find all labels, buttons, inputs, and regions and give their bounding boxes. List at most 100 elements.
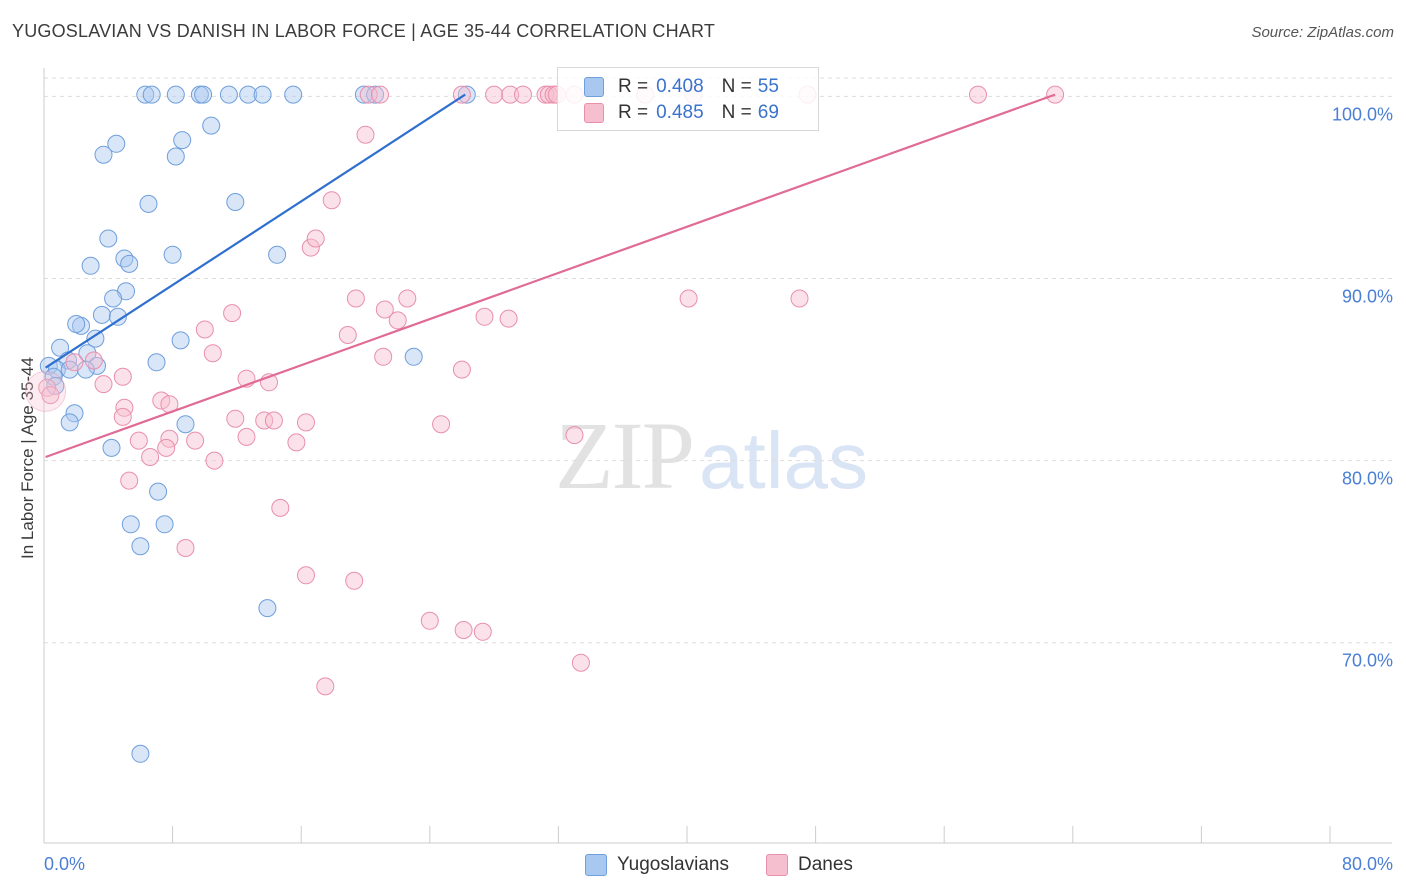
danish-point <box>141 448 160 466</box>
yugoslavian-point <box>202 116 221 135</box>
yugoslavian-point <box>94 145 113 164</box>
danish-point <box>473 622 492 641</box>
yugoslavian-point <box>366 85 385 104</box>
danish-point <box>41 386 60 405</box>
yugoslavian-point <box>60 413 79 432</box>
yugoslavian-point <box>147 353 166 372</box>
y-tick-label: 80.0% <box>1342 469 1393 489</box>
legend-row-danes: R = 0.485 N = 69 <box>584 101 779 125</box>
danish-point <box>679 289 698 308</box>
yugoslavian-point <box>86 329 105 348</box>
yugoslavian-point <box>166 85 185 104</box>
danish-point <box>203 344 222 363</box>
danish-point <box>205 451 224 470</box>
yugoslavian-point <box>88 356 106 375</box>
bottom-legend-swatch-pink <box>766 854 788 876</box>
chart-title: YUGOSLAVIAN VS DANISH IN LABOR FORCE | A… <box>12 21 716 41</box>
danish-point <box>176 539 195 557</box>
legend-swatch-blue <box>584 77 604 97</box>
legend-r-label: R = <box>618 76 649 97</box>
danish-point <box>452 360 471 379</box>
legend-r-label: R = <box>618 102 649 123</box>
danish-point <box>475 307 494 326</box>
yugoslavian-point <box>194 85 213 104</box>
legend-r-value: 0.408 <box>656 76 704 97</box>
danish-cluster-point <box>25 370 67 412</box>
danish-point <box>485 85 504 104</box>
danish-point <box>420 611 439 630</box>
yugoslavian-point <box>176 415 195 434</box>
danish-point <box>571 653 590 672</box>
yugoslavian-point <box>239 85 258 104</box>
danish-point <box>790 289 809 308</box>
legend-n-label: N = <box>721 102 752 123</box>
yugoslavian-point <box>92 305 111 324</box>
yugoslavian-point <box>102 438 121 457</box>
danish-point <box>454 621 473 639</box>
legend-n-label: N = <box>721 76 752 97</box>
y-tick-label: 70.0% <box>1342 651 1393 671</box>
yugoslavian-point <box>131 744 150 763</box>
danish-trend-line <box>45 93 1056 459</box>
danish-point <box>297 566 315 585</box>
yugoslavian-point <box>219 85 238 104</box>
danish-point <box>346 289 365 308</box>
legend-n-value: 69 <box>757 102 779 123</box>
y-tick-label: 100.0% <box>1332 104 1393 124</box>
legend-r-value: 0.485 <box>656 102 704 123</box>
yugoslavian-point <box>44 367 63 386</box>
bottom-legend-swatch-blue <box>585 854 607 876</box>
trend-layer <box>44 93 1056 459</box>
yugoslavian-point <box>51 338 70 357</box>
yugoslavian-point <box>163 245 182 264</box>
bottom-legend-label: Danes <box>798 854 853 875</box>
x-tick-label: 0.0% <box>44 854 85 874</box>
legend-n-value: 55 <box>757 76 779 97</box>
yugoslavian-point <box>404 347 423 366</box>
danish-point <box>969 85 987 104</box>
yugoslavian-point <box>253 85 272 104</box>
danish-point <box>226 409 245 428</box>
danish-point <box>94 375 113 394</box>
y-tick-label: 90.0% <box>1342 287 1393 307</box>
yugoslavian-point <box>120 254 139 273</box>
legend-row-yugoslavians: R = 0.408 N = 55 <box>584 75 779 99</box>
danish-point <box>356 125 375 144</box>
danish-point <box>237 427 256 446</box>
yugoslavian-point <box>142 85 161 104</box>
danish-point <box>371 85 389 104</box>
grid-layer <box>44 77 1392 644</box>
yugoslavian-point <box>121 515 140 534</box>
danish-point <box>113 367 132 386</box>
points-layer <box>25 85 1065 763</box>
danish-point <box>115 398 134 417</box>
danish-point <box>186 431 205 450</box>
x-tick-label: 80.0% <box>1342 854 1393 874</box>
yugoslavian-point <box>173 131 192 150</box>
yugoslavian-point <box>81 256 100 275</box>
yugoslavian-point <box>284 85 303 104</box>
yugoslavian-point <box>268 245 287 264</box>
danish-point <box>375 300 394 319</box>
yugoslavian-point <box>115 249 134 268</box>
danish-point <box>316 677 335 696</box>
danish-point <box>113 407 132 426</box>
axis-layer <box>43 68 1392 844</box>
yugoslavian-trend-line <box>44 93 466 369</box>
yugoslavian-point <box>131 537 150 556</box>
danish-point <box>120 471 139 490</box>
bottom-legend-danes: Danes <box>766 853 853 877</box>
danish-point <box>287 433 306 452</box>
danish-point <box>271 498 290 517</box>
yugoslavian-point <box>107 134 126 153</box>
danish-point <box>388 311 407 330</box>
correlation-legend: R = 0.408 N = 55 R = 0.485 N = 69 <box>557 67 819 131</box>
danish-point <box>501 85 520 104</box>
danish-point <box>65 353 84 372</box>
danish-point <box>398 289 417 308</box>
yugoslavian-point <box>104 289 123 308</box>
danish-point <box>301 238 320 257</box>
yugoslavian-point <box>226 193 245 211</box>
danish-point <box>374 347 393 366</box>
danish-point <box>84 351 103 370</box>
